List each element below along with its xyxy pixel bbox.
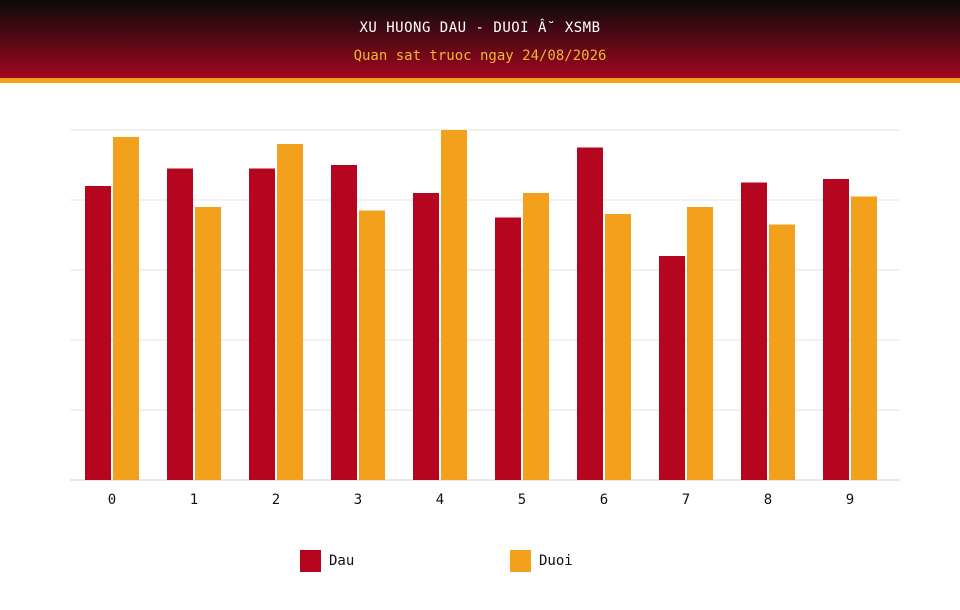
bar-dau-1 [167,168,193,480]
bar-dau-0 [85,186,111,480]
bar-duoi-8 [769,224,795,480]
x-tick-label: 1 [190,492,198,508]
x-tick-label: 2 [272,492,280,508]
header-accent-stripe [0,78,960,83]
bar-duoi-0 [113,137,139,480]
x-tick-label: 0 [108,492,116,508]
bar-dau-5 [495,217,521,480]
bar-duoi-1 [195,207,221,480]
x-tick-label: 6 [600,492,608,508]
legend-swatch-dau [300,550,321,572]
chart-header: XU HUONG DAU - DUOI Â˘ XSMB Quan sat tru… [0,0,960,78]
x-tick-label: 9 [846,492,854,508]
chart-legend: Dau Duoi [0,549,960,573]
bar-dau-3 [331,165,357,480]
bar-duoi-4 [441,130,467,480]
bar-duoi-9 [851,196,877,480]
bar-dau-8 [741,182,767,480]
chart-title: XU HUONG DAU - DUOI Â˘ XSMB [359,20,601,36]
bar-dau-9 [823,179,849,480]
legend-item-duoi[interactable]: Duoi [510,549,573,573]
legend-swatch-duoi [510,550,531,572]
x-tick-label: 8 [764,492,772,508]
legend-label-duoi: Duoi [539,553,573,569]
bar-duoi-6 [605,214,631,480]
x-tick-label: 3 [354,492,362,508]
bar-dau-2 [249,168,275,480]
x-tick-label: 4 [436,492,444,508]
bar-dau-7 [659,256,685,480]
bar-duoi-2 [277,144,303,480]
chart-subtitle: Quan sat truoc ngay 24/08/2026 [353,48,607,64]
legend-label-dau: Dau [329,553,355,569]
legend-item-dau[interactable]: Dau [300,549,354,573]
bar-duoi-5 [523,193,549,480]
bar-dau-6 [577,147,603,480]
x-tick-label: 5 [518,492,526,508]
bar-dau-4 [413,193,439,480]
bar-duoi-3 [359,210,385,480]
x-tick-label: 7 [682,492,690,508]
bar-duoi-7 [687,207,713,480]
